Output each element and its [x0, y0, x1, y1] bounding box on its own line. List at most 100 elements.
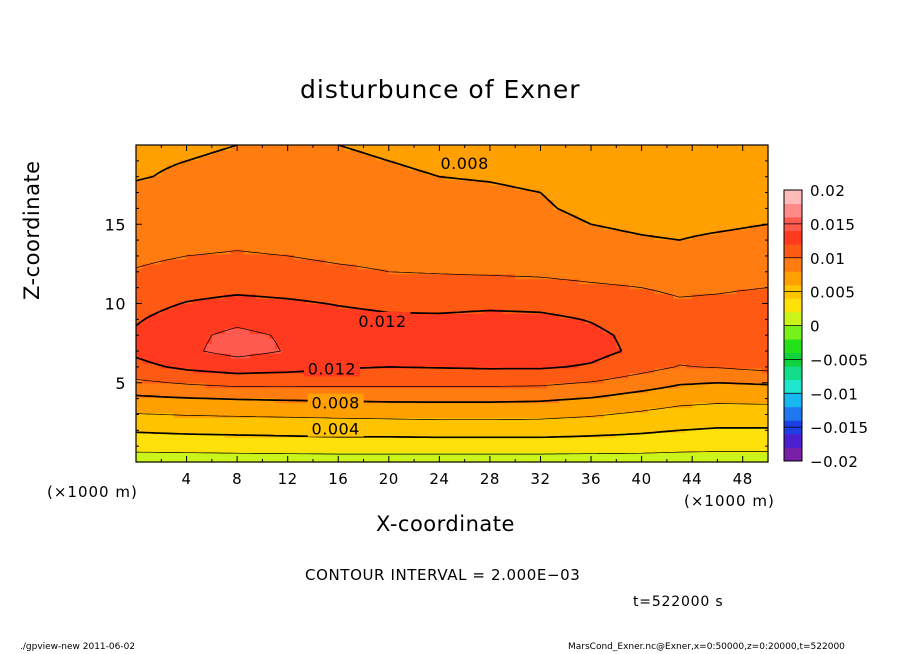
- contour-fill-cell: [578, 362, 586, 369]
- contour-fill-cell: [268, 372, 276, 379]
- contour-fill-cell: [515, 442, 523, 448]
- contour-fill-cell: [578, 353, 586, 359]
- contour-fill-cell: [717, 442, 725, 448]
- contour-fill-cell: [281, 278, 289, 285]
- contour-fill-cell: [666, 308, 674, 314]
- contour-fill-cell: [597, 214, 605, 220]
- contour-fill-cell: [382, 219, 390, 225]
- contour-fill-cell: [452, 268, 459, 275]
- contour-fill-cell: [489, 392, 497, 399]
- contour-fill-cell: [325, 328, 333, 334]
- contour-fill-cell: [369, 427, 377, 433]
- contour-fill-cell: [565, 229, 573, 235]
- contour-fill-cell: [761, 422, 769, 428]
- contour-fill-cell: [199, 387, 207, 394]
- contour-fill-cell: [287, 357, 295, 364]
- contour-fill-cell: [717, 214, 725, 220]
- contour-fill-cell: [395, 244, 403, 250]
- contour-fill-cell: [496, 362, 504, 369]
- contour-fill-cell: [287, 229, 295, 235]
- contour-fill-cell: [521, 353, 529, 359]
- contour-fill-cell: [685, 343, 693, 349]
- contour-fill-cell: [477, 219, 485, 225]
- contour-fill-cell: [527, 372, 535, 379]
- contour-fill-cell: [237, 219, 245, 225]
- contour-fill-cell: [761, 333, 769, 339]
- contour-fill-cell: [749, 219, 756, 225]
- contour-fill-cell: [287, 288, 295, 295]
- contour-fill-cell: [262, 447, 270, 453]
- contour-fill-cell: [199, 234, 207, 240]
- contour-fill-cell: [401, 367, 409, 374]
- contour-fill-cell: [515, 244, 523, 250]
- contour-fill-cell: [205, 377, 213, 384]
- contour-fill-cell: [287, 258, 295, 265]
- contour-fill-cell: [401, 224, 409, 230]
- contour-fill-cell: [660, 229, 668, 235]
- contour-fill-cell: [136, 343, 143, 349]
- contour-fill-cell: [312, 313, 320, 319]
- contour-fill-cell: [610, 224, 617, 230]
- contour-fill-cell: [477, 283, 485, 290]
- contour-fill-cell: [161, 402, 169, 409]
- contour-fill-cell: [445, 407, 453, 414]
- contour-fill-cell: [407, 268, 415, 275]
- contour-fill-cell: [508, 273, 516, 280]
- contour-fill-cell: [388, 432, 396, 438]
- contour-fill-cell: [256, 372, 263, 379]
- contour-fill-cell: [445, 273, 453, 280]
- contour-fill-cell: [414, 258, 421, 265]
- contour-fill-cell: [647, 288, 655, 295]
- contour-fill-cell: [597, 333, 605, 339]
- contour-fill-cell: [723, 239, 731, 245]
- contour-fill-cell: [730, 427, 737, 433]
- contour-fill-cell: [470, 353, 478, 359]
- contour-fill-cell: [275, 214, 282, 220]
- contour-fill-cell: [173, 333, 181, 339]
- contour-fill-cell: [154, 253, 162, 260]
- contour-fill-cell: [679, 407, 687, 414]
- contour-fill-cell: [211, 224, 219, 230]
- contour-fill-cell: [148, 437, 156, 443]
- contour-fill-cell: [755, 318, 763, 324]
- contour-fill-cell: [230, 357, 238, 364]
- contour-fill-cell: [338, 452, 346, 458]
- contour-fill-cell: [749, 382, 756, 389]
- contour-fill-cell: [382, 387, 390, 394]
- contour-fill-cell: [597, 328, 605, 334]
- contour-fill-cell: [610, 412, 617, 419]
- contour-fill-cell: [357, 387, 365, 394]
- contour-fill-cell: [540, 353, 548, 359]
- contour-fill-cell: [458, 224, 466, 230]
- contour-fill-cell: [698, 303, 706, 310]
- contour-fill-cell: [692, 417, 700, 423]
- contour-fill-cell: [312, 323, 320, 329]
- contour-fill-cell: [711, 402, 719, 409]
- contour-fill-cell: [635, 258, 643, 265]
- contour-fill-cell: [540, 412, 548, 419]
- contour-fill-cell: [344, 249, 352, 255]
- contour-fill-cell: [628, 298, 636, 305]
- contour-fill-cell: [641, 229, 649, 235]
- contour-fill-cell: [407, 273, 415, 280]
- contour-fill-cell: [666, 234, 674, 240]
- contour-fill-cell: [647, 253, 655, 260]
- contour-fill-cell: [294, 293, 301, 300]
- contour-fill-cell: [369, 422, 377, 428]
- contour-fill-cell: [704, 313, 712, 319]
- contour-fill-cell: [470, 402, 478, 409]
- contour-fill-cell: [199, 288, 207, 295]
- contour-fill-cell: [711, 343, 719, 349]
- contour-fill-cell: [452, 447, 459, 453]
- contour-fill-cell: [755, 273, 763, 280]
- contour-fill-cell: [199, 357, 207, 364]
- contour-fill-cell: [268, 353, 276, 359]
- contour-fill-cell: [572, 348, 579, 354]
- contour-fill-cell: [527, 387, 535, 394]
- contour-fill-cell: [445, 422, 453, 428]
- contour-fill-cell: [679, 318, 687, 324]
- contour-fill-cell: [369, 268, 377, 275]
- contour-fill-cell: [401, 452, 409, 458]
- contour-fill-cell: [685, 224, 693, 230]
- contour-fill-cell: [723, 343, 731, 349]
